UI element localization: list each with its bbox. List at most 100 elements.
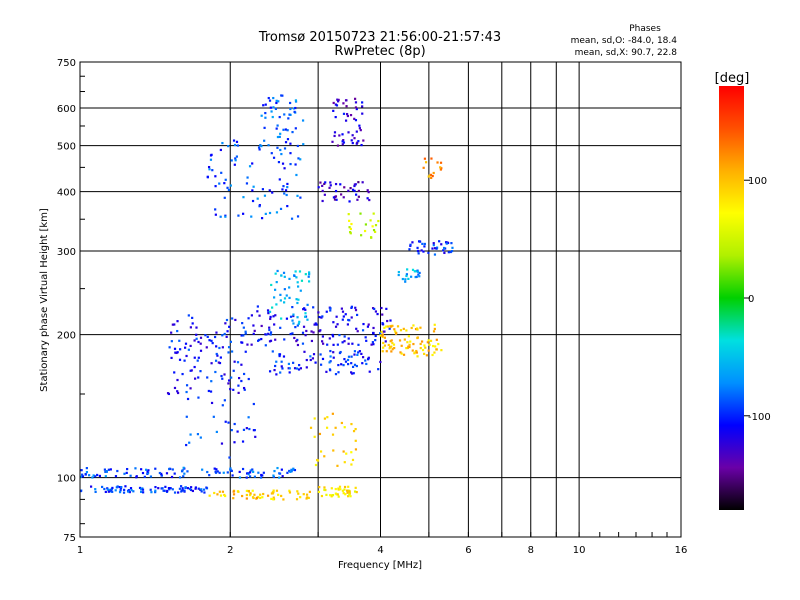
y-tick-label: 75 (63, 533, 76, 544)
data-point (190, 369, 193, 372)
data-point (103, 487, 106, 491)
data-point (350, 422, 353, 426)
data-point (275, 127, 278, 130)
data-point (180, 485, 183, 488)
data-point (294, 163, 297, 166)
x-tick-label: 4 (377, 545, 383, 556)
data-point (262, 471, 265, 474)
data-point (241, 341, 244, 344)
data-point (268, 326, 271, 329)
data-point (283, 297, 287, 300)
data-point (284, 141, 288, 144)
data-point (331, 333, 334, 337)
data-point (358, 127, 362, 130)
data-point (319, 450, 323, 453)
data-point (257, 146, 261, 149)
data-point (409, 340, 412, 343)
data-point (260, 217, 264, 220)
data-point (361, 101, 364, 104)
data-point (206, 376, 209, 379)
data-point (262, 104, 265, 107)
data-point (214, 359, 218, 362)
data-point (304, 315, 307, 318)
data-point (291, 130, 294, 134)
data-point (416, 355, 419, 358)
data-point (289, 107, 292, 111)
data-point (332, 101, 335, 105)
data-point (183, 472, 186, 475)
data-point (284, 189, 288, 192)
data-point (237, 490, 240, 493)
data-point (430, 157, 433, 160)
data-point (218, 490, 221, 493)
data-point (416, 269, 419, 272)
data-point (278, 115, 281, 119)
data-point (331, 412, 334, 415)
data-point (278, 135, 281, 138)
data-point (149, 475, 153, 478)
data-point (292, 107, 295, 110)
data-point (197, 376, 200, 379)
data-point (146, 470, 149, 473)
data-point (298, 320, 301, 323)
data-point (223, 182, 226, 185)
data-point (230, 350, 234, 353)
data-point (193, 356, 196, 359)
data-point (245, 489, 248, 493)
data-point (312, 353, 316, 356)
data-point (442, 246, 446, 250)
data-point (337, 371, 340, 374)
data-point (227, 144, 230, 148)
data-point (355, 327, 358, 330)
data-point (379, 334, 382, 337)
data-point (322, 342, 325, 345)
data-point (205, 346, 208, 349)
data-point (272, 475, 275, 479)
data-point (423, 242, 426, 246)
data-point (272, 315, 275, 318)
x-tick-label: 16 (675, 545, 688, 556)
data-point (215, 352, 218, 356)
data-point (184, 486, 187, 489)
data-point (261, 188, 264, 191)
data-point (333, 198, 337, 201)
data-point (199, 342, 202, 345)
data-point (257, 471, 260, 474)
data-point (321, 340, 324, 343)
data-point (366, 325, 370, 328)
data-point (256, 305, 259, 308)
data-point (309, 426, 313, 429)
data-point (280, 365, 283, 368)
data-point (275, 101, 278, 105)
data-point (364, 223, 368, 226)
data-point (281, 94, 284, 97)
data-point (193, 365, 196, 369)
data-point (421, 242, 424, 245)
data-point (190, 486, 193, 489)
data-point (247, 489, 250, 493)
data-point (338, 485, 342, 488)
data-point (242, 196, 245, 199)
data-point (252, 324, 255, 327)
data-point (312, 331, 315, 334)
data-point (277, 100, 280, 103)
data-point (340, 363, 343, 366)
data-point (103, 468, 107, 471)
data-point (347, 337, 350, 340)
data-point (219, 148, 222, 152)
data-point (342, 112, 346, 115)
data-point (297, 298, 300, 301)
data-point (194, 486, 197, 489)
colorbar-tick-label: 0 (748, 294, 754, 305)
data-point (328, 337, 331, 340)
data-point (269, 315, 272, 319)
data-point (245, 493, 248, 497)
data-point (416, 327, 419, 330)
data-point (216, 493, 219, 496)
data-point (111, 490, 114, 493)
data-point (189, 387, 192, 390)
data-point (236, 144, 240, 147)
data-point (347, 342, 350, 345)
data-point (251, 162, 254, 165)
data-point (140, 468, 143, 471)
